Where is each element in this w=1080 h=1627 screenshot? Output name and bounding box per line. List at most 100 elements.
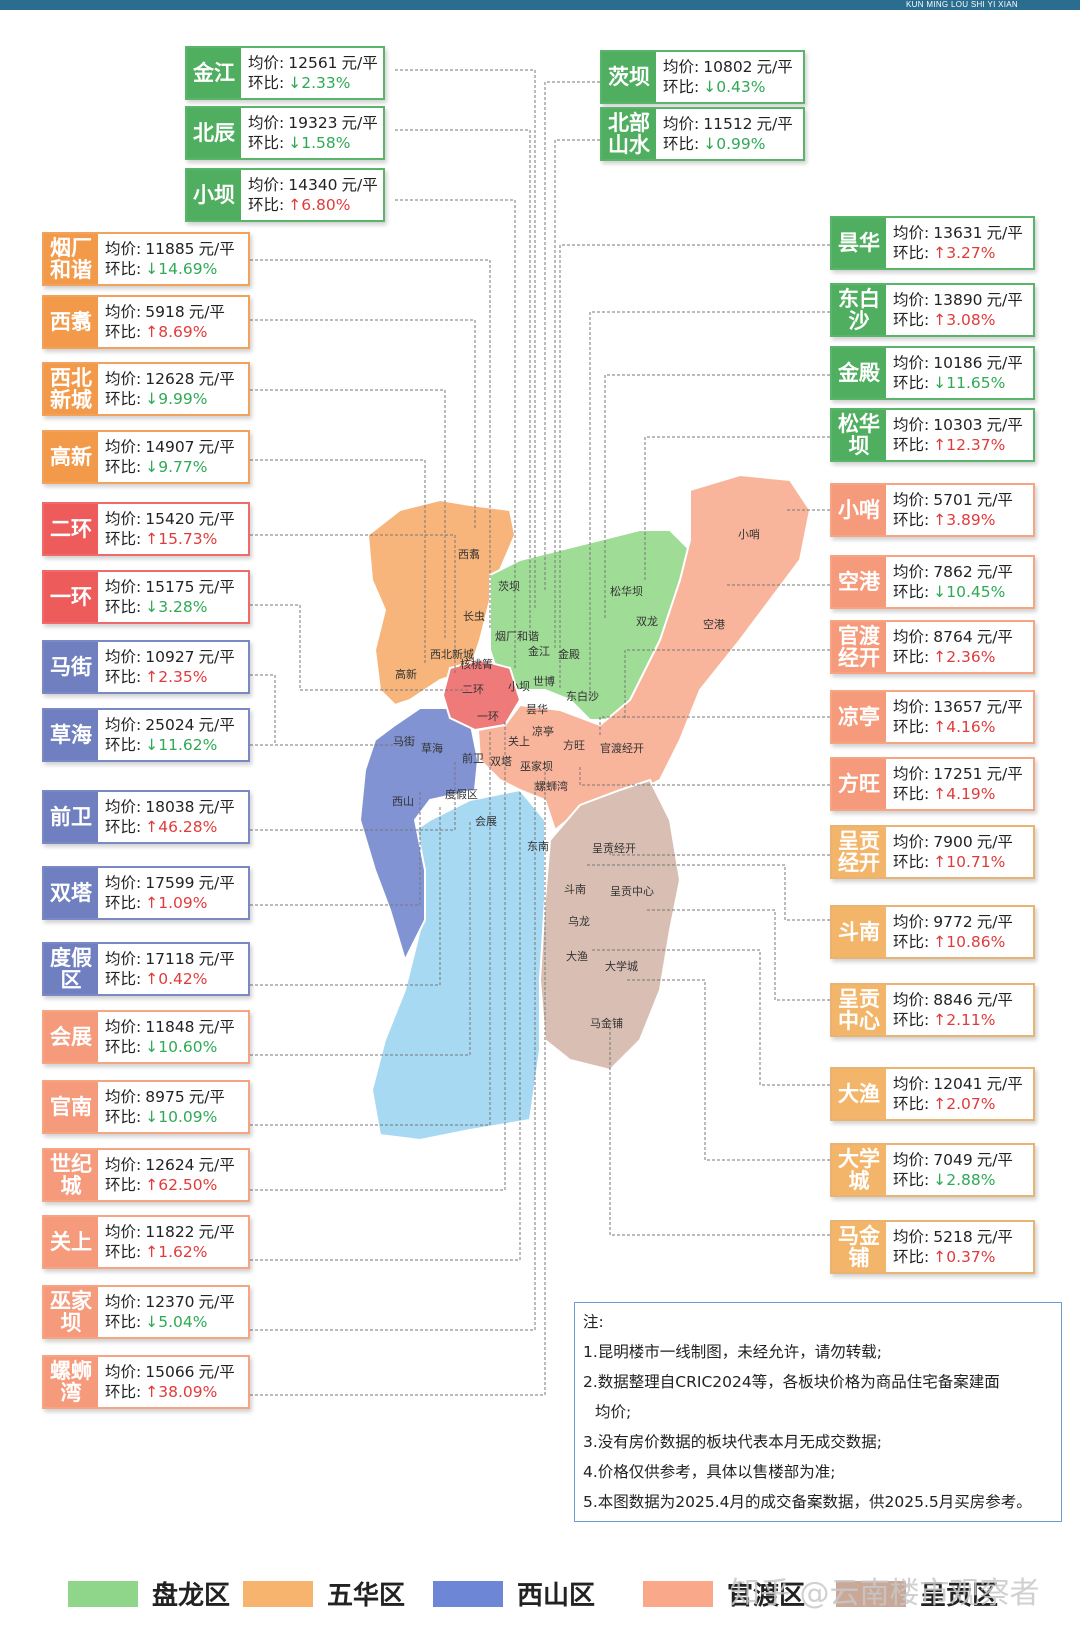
- price-card: 度假区 均价: 17118 元/平 环比: ↑0.42%: [42, 942, 250, 996]
- map-label: 大学城: [605, 959, 638, 973]
- card-price-line: 均价: 5218 元/平: [893, 1227, 1013, 1247]
- price-value: 13657: [933, 698, 983, 716]
- card-price-line: 均价: 12561 元/平: [248, 53, 378, 73]
- price-value: 14340: [288, 176, 338, 194]
- card-change-line: 环比: ↓14.69%: [105, 259, 235, 279]
- notes-line: 3.没有房价数据的板块代表本月无成交数据;: [583, 1433, 883, 1451]
- change-down-arrow-icon: ↓2.88%: [933, 1171, 996, 1189]
- card-district-name: 西北新城: [44, 364, 98, 414]
- card-info: 均价: 15175 元/平 环比: ↓3.28%: [98, 572, 235, 622]
- price-unit: 元/平: [986, 765, 1023, 783]
- map-label: 方旺: [563, 738, 585, 752]
- price-prefix: 均价:: [105, 716, 142, 734]
- price-value: 5218: [933, 1228, 973, 1246]
- change-value: 62.50%: [158, 1176, 218, 1194]
- change-up-arrow-icon: ↑2.07%: [933, 1095, 996, 1113]
- map-label: 螺蛳湾: [535, 779, 568, 793]
- price-unit: 元/平: [198, 1018, 235, 1036]
- price-unit: 元/平: [976, 1228, 1013, 1246]
- price-prefix: 均价:: [105, 1156, 142, 1174]
- change-prefix: 环比:: [105, 736, 142, 754]
- change-value: 3.08%: [946, 311, 996, 329]
- change-prefix: 环比:: [893, 244, 930, 262]
- price-unit: 元/平: [976, 833, 1013, 851]
- change-down-arrow-icon: ↓2.33%: [288, 74, 351, 92]
- price-unit: 元/平: [986, 224, 1023, 242]
- card-district-name: 北辰: [187, 108, 241, 158]
- map-label: 官渡经开: [600, 741, 644, 755]
- price-prefix: 均价:: [105, 370, 142, 388]
- map-label: 双塔: [490, 755, 512, 768]
- map-label: 松华坝: [610, 584, 643, 598]
- card-district-name: 金殿: [832, 348, 886, 398]
- card-change-line: 环比: ↓11.62%: [105, 735, 235, 755]
- change-up-arrow-icon: ↑6.80%: [288, 196, 351, 214]
- change-up-arrow-icon: ↑38.09%: [145, 1383, 218, 1401]
- card-change-line: 环比: ↓2.88%: [893, 1170, 1013, 1190]
- change-prefix: 环比:: [893, 311, 930, 329]
- change-prefix: 环比:: [248, 196, 285, 214]
- change-down-arrow-icon: ↓0.99%: [703, 135, 766, 153]
- card-change-line: 环比: ↑38.09%: [105, 1382, 235, 1402]
- price-unit: 元/平: [188, 303, 225, 321]
- change-up-arrow-icon: ↑10.86%: [933, 933, 1006, 951]
- change-up-arrow-icon: ↑4.16%: [933, 718, 996, 736]
- card-info: 均价: 10303 元/平 环比: ↑12.37%: [886, 410, 1023, 460]
- card-district-name: 螺蛳湾: [44, 1357, 98, 1407]
- price-unit: 元/平: [198, 798, 235, 816]
- card-change-line: 环比: ↓10.09%: [105, 1107, 225, 1127]
- change-prefix: 环比:: [893, 933, 930, 951]
- price-card: 方旺 均价: 17251 元/平 环比: ↑4.19%: [830, 757, 1035, 811]
- card-district-name: 大学城: [832, 1145, 886, 1195]
- card-district-name: 高新: [44, 432, 98, 482]
- card-price-line: 均价: 10303 元/平: [893, 415, 1023, 435]
- card-change-line: 环比: ↑10.71%: [893, 852, 1013, 872]
- map-label: 呈贡经开: [592, 842, 636, 855]
- price-card: 茨坝 均价: 10802 元/平 环比: ↓0.43%: [600, 50, 805, 104]
- card-district-name: 一环: [44, 572, 98, 622]
- map-label: 一环: [477, 710, 499, 723]
- map-label: 马街: [393, 734, 415, 748]
- price-card: 巫家坝 均价: 12370 元/平 环比: ↓5.04%: [42, 1285, 250, 1339]
- price-prefix: 均价:: [893, 991, 930, 1009]
- price-value: 17251: [933, 765, 983, 783]
- legend-swatch: [243, 1580, 313, 1607]
- change-value: 4.19%: [946, 785, 996, 803]
- notes-line: 5.本图数据为2025.4月的成交备案数据，供2025.5月买房参考。: [583, 1493, 1032, 1511]
- price-prefix: 均价:: [893, 628, 930, 646]
- chenggong-region: [538, 778, 682, 1072]
- card-district-name: 金江: [187, 48, 241, 98]
- price-card: 大渔 均价: 12041 元/平 环比: ↑2.07%: [830, 1067, 1035, 1121]
- card-change-line: 环比: ↓9.77%: [105, 457, 235, 477]
- change-prefix: 环比:: [105, 1243, 142, 1261]
- change-prefix: 环比:: [893, 718, 930, 736]
- price-value: 10303: [933, 416, 983, 434]
- card-district-name: 昙华: [832, 218, 886, 268]
- price-prefix: 均价:: [893, 224, 930, 242]
- card-change-line: 环比: ↑2.07%: [893, 1094, 1023, 1114]
- change-prefix: 环比:: [105, 530, 142, 548]
- card-change-line: 环比: ↑1.09%: [105, 893, 235, 913]
- price-card: 关上 均价: 11822 元/平 环比: ↑1.62%: [42, 1215, 250, 1269]
- card-district-name: 茨坝: [602, 52, 656, 102]
- card-price-line: 均价: 10802 元/平: [663, 57, 793, 77]
- price-value: 14907: [145, 438, 195, 456]
- change-value: 14.69%: [158, 260, 218, 278]
- change-value: 11.62%: [158, 736, 218, 754]
- price-value: 13890: [933, 291, 983, 309]
- price-value: 15175: [145, 578, 195, 596]
- card-price-line: 均价: 8764 元/平: [893, 627, 1013, 647]
- price-value: 8764: [933, 628, 973, 646]
- card-info: 均价: 8846 元/平 环比: ↑2.11%: [886, 985, 1013, 1035]
- card-district-name: 草海: [44, 710, 98, 760]
- dianchi-lake: [370, 788, 546, 1142]
- card-change-line: 环比: ↑6.80%: [248, 195, 378, 215]
- change-up-arrow-icon: ↑62.50%: [145, 1176, 218, 1194]
- map-label: 草海: [421, 741, 443, 755]
- card-change-line: 环比: ↑62.50%: [105, 1175, 235, 1195]
- price-prefix: 均价:: [105, 798, 142, 816]
- card-change-line: 环比: ↓3.28%: [105, 597, 235, 617]
- price-prefix: 均价:: [893, 1075, 930, 1093]
- card-district-name: 西翥: [44, 297, 98, 347]
